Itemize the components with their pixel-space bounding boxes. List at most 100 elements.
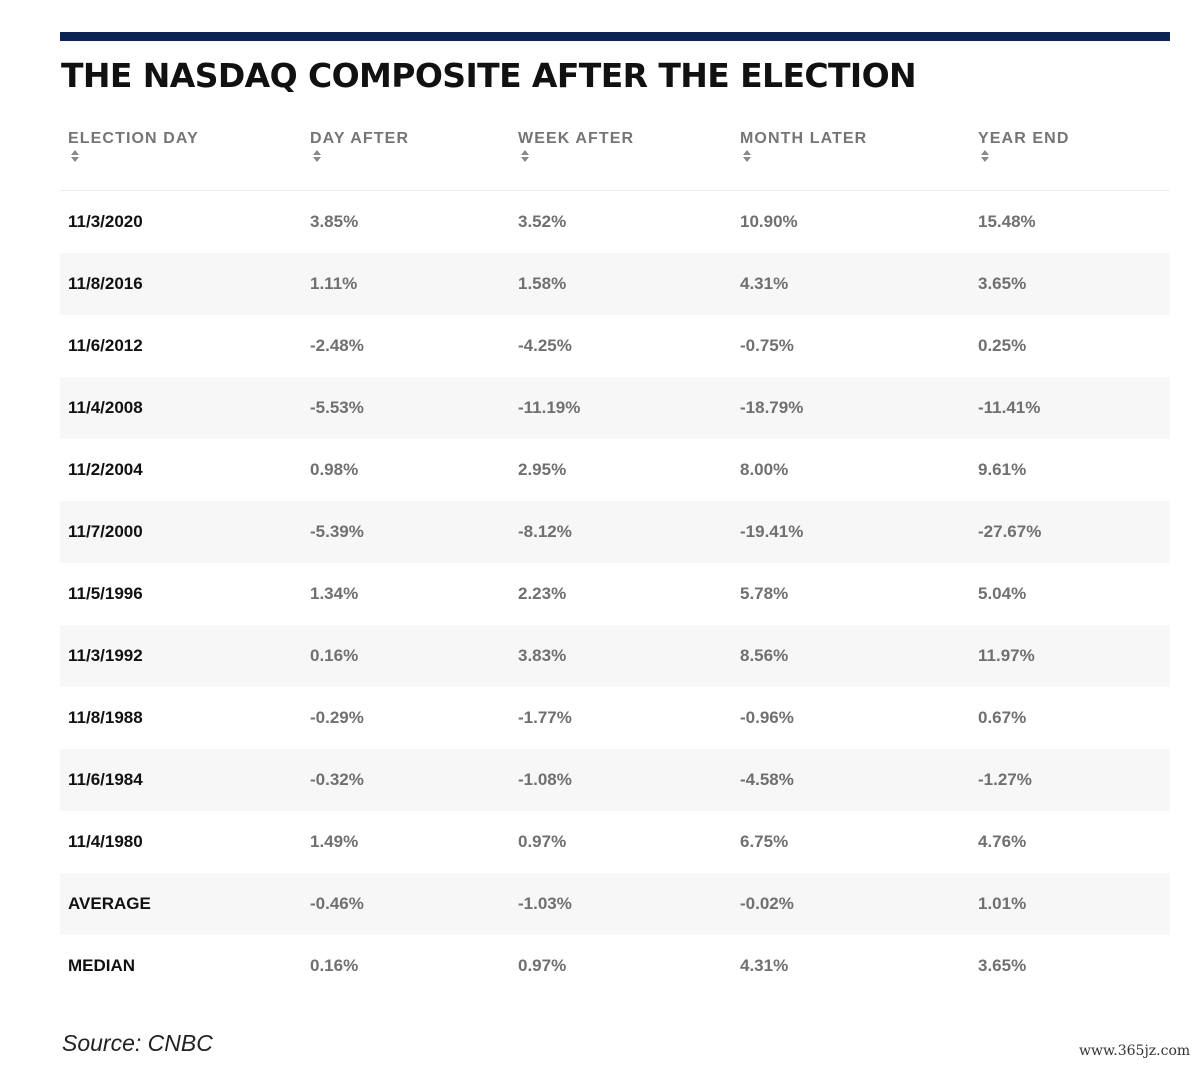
value-cell: -1.03% [518,894,572,913]
table-row: MEDIAN 0.16% 0.97% 4.31% 3.65% [60,935,1170,997]
sort-arrows-icon[interactable] [743,150,753,162]
value-cell: 9.61% [978,460,1027,479]
data-table: ELECTION DAY DAY AFTER WEEK AFTER MONTH LAT… [60,118,1170,997]
value-cell: 1.49% [310,832,359,851]
value-cell: 0.16% [310,646,359,665]
column-header-2: WEEK AFTER [518,130,634,162]
table-body: 11/3/2020 3.85% 3.52% 10.90% 15.48% 11/8/2016… [60,191,1170,997]
value-cell: 0.98% [310,460,359,479]
value-cell: 1.34% [310,584,359,603]
value-cell: -19.41% [740,522,804,541]
row-label-cell: MEDIAN [68,956,136,975]
table-row: 11/8/2016 1.11% 1.58% 4.31% 3.65% [60,253,1170,315]
value-cell: 1.11% [310,274,358,293]
value-cell: 5.78% [740,584,789,603]
value-cell: 4.76% [978,832,1027,851]
column-header-label: MONTH LATER [740,130,868,147]
value-cell: -1.77% [518,708,572,727]
value-cell: 4.31% [740,274,789,293]
column-header-0: ELECTION DAY [68,130,199,162]
value-cell: 2.95% [518,460,567,479]
value-cell: 2.23% [518,584,567,603]
sort-arrows-icon[interactable] [521,150,531,162]
table-row: 11/3/1992 0.16% 3.83% 8.56% 11.97% [60,625,1170,687]
value-cell: 3.83% [518,646,567,665]
value-cell: -11.41% [978,398,1041,417]
value-cell: -0.29% [310,708,364,727]
row-label-cell: 11/5/1996 [68,584,143,603]
value-cell: -0.96% [740,708,794,727]
row-label-cell: AVERAGE [68,894,151,913]
value-cell: 0.16% [310,956,359,975]
value-cell: -11.19% [518,398,581,417]
value-cell: 3.85% [310,212,359,231]
value-cell: -0.32% [310,770,364,789]
table-row: 11/4/2008 -5.53% -11.19% -18.79% -11.41% [60,377,1170,439]
row-label-cell: 11/3/1992 [68,646,143,665]
value-cell: -1.08% [518,770,572,789]
value-cell: 0.97% [518,832,567,851]
column-header-label: DAY AFTER [310,130,410,147]
value-cell: -0.46% [310,894,364,913]
value-cell: -5.53% [310,398,364,417]
value-cell: -1.27% [978,770,1032,789]
value-cell: 8.00% [740,460,789,479]
value-cell: 8.56% [740,646,789,665]
value-cell: -8.12% [518,522,572,541]
table-row: AVERAGE -0.46% -1.03% -0.02% 1.01% [60,873,1170,935]
value-cell: -18.79% [740,398,804,417]
column-header-4: YEAR END [978,130,1069,162]
row-label-cell: 11/6/2012 [68,336,143,355]
table-row: 11/4/1980 1.49% 0.97% 6.75% 4.76% [60,811,1170,873]
value-cell: -27.67% [978,522,1042,541]
value-cell: 1.58% [518,274,567,293]
value-cell: 3.52% [518,212,567,231]
row-label-cell: 11/3/2020 [68,212,143,231]
column-header-1: DAY AFTER [310,130,409,162]
value-cell: 0.25% [978,336,1027,355]
value-cell: 0.97% [518,956,567,975]
value-cell: -0.02% [740,894,794,913]
table-row: 11/6/2012 -2.48% -4.25% -0.75% 0.25% [60,315,1170,377]
column-header-label: ELECTION DAY [68,130,199,147]
value-cell: 3.65% [978,956,1027,975]
table-row: 11/3/2020 3.85% 3.52% 10.90% 15.48% [60,191,1170,253]
value-cell: -4.25% [518,336,572,355]
row-label-cell: 11/8/2016 [68,274,143,293]
table-row: 11/7/2000 -5.39% -8.12% -19.41% -27.67% [60,501,1170,563]
sort-arrows-icon[interactable] [981,150,991,162]
value-cell: 4.31% [740,956,789,975]
value-cell: 11.97% [978,646,1035,665]
column-header-label: WEEK AFTER [518,130,635,147]
row-label-cell: 11/7/2000 [68,522,143,541]
column-header-label: YEAR END [978,130,1070,147]
value-cell: -4.58% [740,770,794,789]
table-row: 11/2/2004 0.98% 2.95% 8.00% 9.61% [60,439,1170,501]
table-row: 11/5/1996 1.34% 2.23% 5.78% 5.04% [60,563,1170,625]
source-note: Source: CNBC [62,1030,213,1056]
value-cell: 15.48% [978,212,1036,231]
sort-arrows-icon[interactable] [313,150,323,162]
value-cell: 6.75% [740,832,789,851]
value-cell: 1.01% [978,894,1027,913]
row-label-cell: 11/6/1984 [68,770,143,789]
row-label-cell: 11/4/1980 [68,832,143,851]
value-cell: 10.90% [740,212,798,231]
table-row: 11/6/1984 -0.32% -1.08% -4.58% -1.27% [60,749,1170,811]
row-label-cell: 11/2/2004 [68,460,143,479]
top-accent-bar [60,32,1170,41]
row-label-cell: 11/8/1988 [68,708,143,727]
row-label-cell: 11/4/2008 [68,398,143,417]
value-cell: 0.67% [978,708,1027,727]
value-cell: -5.39% [310,522,364,541]
value-cell: 5.04% [978,584,1027,603]
table-row: 11/8/1988 -0.29% -1.77% -0.96% 0.67% [60,687,1170,749]
column-header-3: MONTH LATER [740,130,867,162]
chart-title: THE NASDAQ COMPOSITE AFTER THE ELECTION [61,56,917,95]
sort-arrows-icon[interactable] [71,150,81,162]
value-cell: -2.48% [310,336,364,355]
watermark: www.365jz.com [1079,1043,1191,1059]
value-cell: -0.75% [740,336,794,355]
table-header: ELECTION DAY DAY AFTER WEEK AFTER MONTH LAT… [60,118,1170,191]
value-cell: 3.65% [978,274,1027,293]
